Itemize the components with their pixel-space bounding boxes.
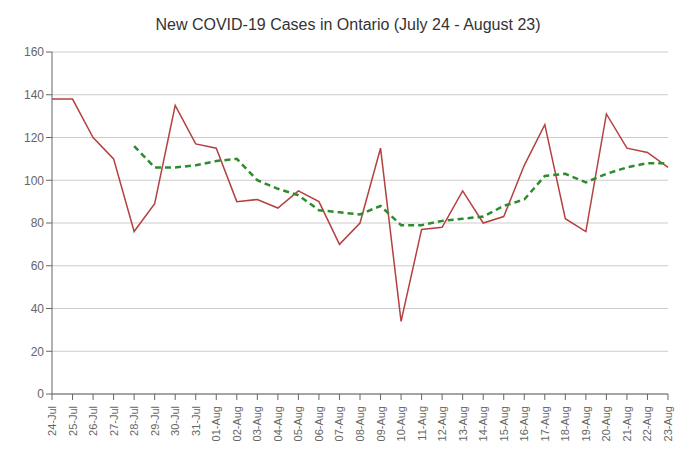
svg-text:31-Jul: 31-Jul	[190, 406, 202, 436]
svg-text:30-Jul: 30-Jul	[169, 406, 181, 436]
svg-text:20-Aug: 20-Aug	[600, 406, 612, 441]
svg-text:10-Aug: 10-Aug	[395, 406, 407, 441]
svg-text:17-Aug: 17-Aug	[539, 406, 551, 441]
svg-text:18-Aug: 18-Aug	[559, 406, 571, 441]
svg-text:28-Jul: 28-Jul	[128, 406, 140, 436]
svg-text:16-Aug: 16-Aug	[518, 406, 530, 441]
svg-text:06-Aug: 06-Aug	[313, 406, 325, 441]
svg-text:160: 160	[24, 45, 44, 59]
svg-text:21-Aug: 21-Aug	[621, 406, 633, 441]
svg-text:13-Aug: 13-Aug	[457, 406, 469, 441]
svg-text:100: 100	[24, 174, 44, 188]
svg-text:12-Aug: 12-Aug	[436, 406, 448, 441]
svg-text:09-Aug: 09-Aug	[375, 406, 387, 441]
svg-text:14-Aug: 14-Aug	[477, 406, 489, 441]
svg-text:120: 120	[24, 131, 44, 145]
svg-text:40: 40	[31, 302, 45, 316]
svg-text:26-Jul: 26-Jul	[87, 406, 99, 436]
svg-text:05-Aug: 05-Aug	[292, 406, 304, 441]
svg-text:140: 140	[24, 88, 44, 102]
svg-text:0: 0	[37, 387, 44, 401]
svg-text:04-Aug: 04-Aug	[272, 406, 284, 441]
svg-text:01-Aug: 01-Aug	[210, 406, 222, 441]
svg-text:24-Jul: 24-Jul	[46, 406, 58, 436]
svg-text:03-Aug: 03-Aug	[251, 406, 263, 441]
svg-text:07-Aug: 07-Aug	[333, 406, 345, 441]
svg-text:80: 80	[31, 216, 45, 230]
svg-text:27-Jul: 27-Jul	[108, 406, 120, 436]
svg-text:02-Aug: 02-Aug	[231, 406, 243, 441]
svg-text:11-Aug: 11-Aug	[416, 406, 428, 441]
svg-text:29-Jul: 29-Jul	[149, 406, 161, 436]
svg-text:15-Aug: 15-Aug	[498, 406, 510, 441]
svg-text:08-Aug: 08-Aug	[354, 406, 366, 441]
svg-text:22-Aug: 22-Aug	[641, 406, 653, 441]
svg-text:19-Aug: 19-Aug	[580, 406, 592, 441]
svg-text:23-Aug: 23-Aug	[662, 406, 674, 441]
html-text:New COVID-19 Cases in Ontario: New COVID-19 Cases in Ontario (July 24 -…	[155, 16, 541, 33]
svg-text:60: 60	[31, 259, 45, 273]
svg-text:20: 20	[31, 345, 45, 359]
svg-text:25-Jul: 25-Jul	[67, 406, 79, 436]
